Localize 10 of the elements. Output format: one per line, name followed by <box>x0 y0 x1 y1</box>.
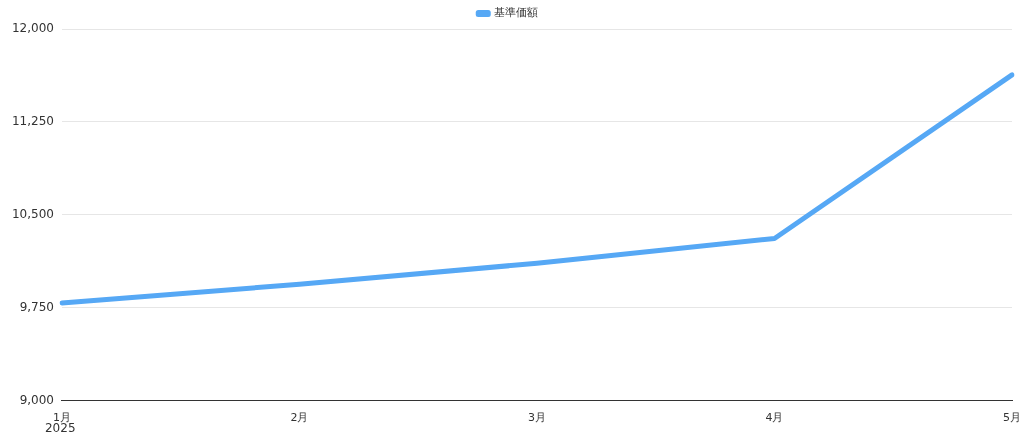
x-tick-label: 4月 <box>765 411 784 425</box>
y-tick-label: 10,500 <box>11 207 54 222</box>
legend-label: 基準価額 <box>493 6 538 20</box>
y-tick-label: 9,000 <box>19 392 54 407</box>
x-tick-label: 2月 <box>290 411 309 425</box>
y-tick-label: 11,250 <box>11 114 54 129</box>
y-tick-label: 12,000 <box>11 21 54 36</box>
y-tick-label: 9,750 <box>19 299 54 314</box>
x-tick-label: 3月 <box>527 411 546 425</box>
x-tick-label: 5月 <box>1003 411 1021 425</box>
